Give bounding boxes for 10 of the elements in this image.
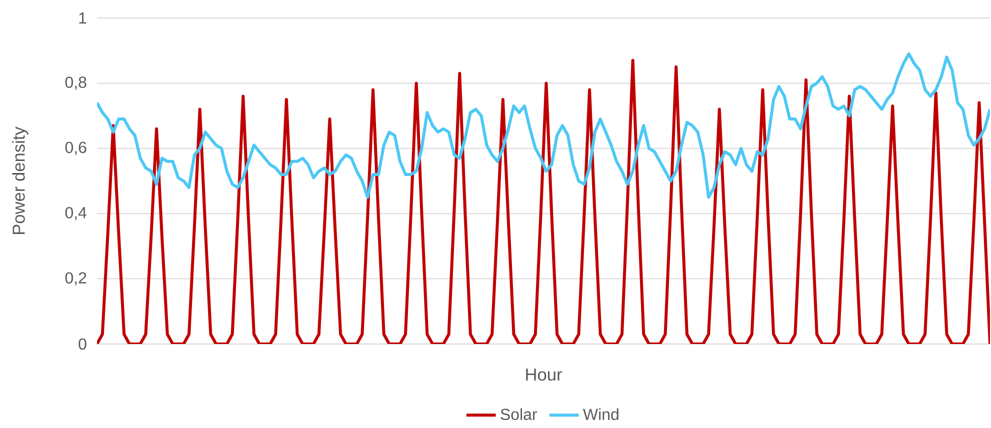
y-tick-label: 0,6 [65,142,86,156]
x-axis-title: Hour [526,368,562,381]
y-axis-title: Power density [12,126,28,234]
y-tick-label: 0,8 [65,76,86,90]
y-tick-label: 0,2 [65,272,86,286]
legend-label: Solar [500,408,538,420]
legend-label: Wind [583,408,618,420]
y-tick-label: 1 [79,12,86,24]
y-tick-label: 0 [78,338,86,350]
y-tick-label: 0,4 [65,206,86,220]
